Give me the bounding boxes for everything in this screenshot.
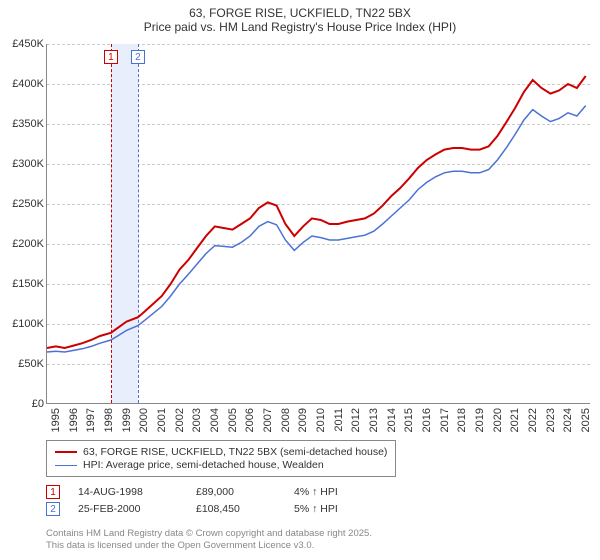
y-tick-label: £400K: [2, 78, 44, 90]
x-tick-label: 2019: [474, 408, 486, 432]
x-tick-label: 2004: [209, 408, 221, 432]
y-tick-label: £450K: [2, 38, 44, 50]
legend-swatch: [55, 465, 77, 466]
x-tick-label: 2015: [403, 408, 415, 432]
event-row: 1 14-AUG-1998 £89,000 4% ↑ HPI: [46, 485, 384, 499]
event-pct: 5% ↑ HPI: [294, 503, 384, 515]
legend-label: 63, FORGE RISE, UCKFIELD, TN22 5BX (semi…: [83, 446, 387, 458]
x-tick-label: 2025: [580, 408, 592, 432]
x-tick-label: 2012: [350, 408, 362, 432]
x-tick-label: 2013: [368, 408, 380, 432]
y-tick-label: £150K: [2, 278, 44, 290]
y-tick-label: £250K: [2, 198, 44, 210]
y-tick-label: £350K: [2, 118, 44, 130]
event-date: 25-FEB-2000: [78, 503, 178, 515]
y-tick-label: £200K: [2, 238, 44, 250]
title-subtitle: Price paid vs. HM Land Registry's House …: [0, 20, 600, 34]
event-number-box: 1: [46, 485, 60, 499]
legend-label: HPI: Average price, semi-detached house,…: [83, 459, 324, 471]
chart-container: 63, FORGE RISE, UCKFIELD, TN22 5BX Price…: [0, 0, 600, 560]
x-tick-label: 2008: [280, 408, 292, 432]
x-tick-label: 2006: [244, 408, 256, 432]
x-tick-label: 2021: [509, 408, 521, 432]
footer-line2: This data is licensed under the Open Gov…: [46, 540, 372, 552]
x-tick-label: 2020: [492, 408, 504, 432]
y-tick-label: £100K: [2, 318, 44, 330]
x-tick-label: 2016: [421, 408, 433, 432]
title-address: 63, FORGE RISE, UCKFIELD, TN22 5BX: [0, 6, 600, 20]
legend-item: 63, FORGE RISE, UCKFIELD, TN22 5BX (semi…: [55, 446, 387, 458]
x-tick-label: 2017: [439, 408, 451, 432]
x-tick-label: 2010: [315, 408, 327, 432]
event-price: £89,000: [196, 486, 276, 498]
title-block: 63, FORGE RISE, UCKFIELD, TN22 5BX Price…: [0, 0, 600, 34]
x-tick-label: 1995: [50, 408, 62, 432]
event-price: £108,450: [196, 503, 276, 515]
event-row: 2 25-FEB-2000 £108,450 5% ↑ HPI: [46, 502, 384, 516]
y-tick-label: £0: [2, 398, 44, 410]
footer-line1: Contains HM Land Registry data © Crown c…: [46, 528, 372, 540]
x-tick-label: 2003: [191, 408, 203, 432]
x-tick-label: 2009: [297, 408, 309, 432]
x-tick-label: 1996: [68, 408, 80, 432]
x-tick-label: 2007: [262, 408, 274, 432]
legend: 63, FORGE RISE, UCKFIELD, TN22 5BX (semi…: [46, 440, 396, 477]
y-tick-label: £300K: [2, 158, 44, 170]
x-tick-label: 2002: [174, 408, 186, 432]
x-tick-label: 2000: [138, 408, 150, 432]
x-tick-label: 2005: [227, 408, 239, 432]
events-table: 1 14-AUG-1998 £89,000 4% ↑ HPI 2 25-FEB-2000 £…: [46, 482, 384, 519]
x-tick-label: 2022: [527, 408, 539, 432]
legend-item: HPI: Average price, semi-detached house,…: [55, 459, 387, 471]
x-tick-label: 2014: [386, 408, 398, 432]
x-tick-label: 2023: [545, 408, 557, 432]
line-series: [47, 44, 590, 403]
x-tick-label: 2011: [333, 408, 345, 432]
y-tick-label: £50K: [2, 358, 44, 370]
event-date: 14-AUG-1998: [78, 486, 178, 498]
x-tick-label: 1999: [121, 408, 133, 432]
series-line: [47, 106, 586, 352]
x-tick-label: 1997: [85, 408, 97, 432]
plot-area: 12: [46, 44, 590, 404]
x-tick-label: 1998: [103, 408, 115, 432]
legend-swatch: [55, 451, 77, 453]
series-line: [47, 76, 586, 348]
x-tick-label: 2001: [156, 408, 168, 432]
event-pct: 4% ↑ HPI: [294, 486, 384, 498]
x-tick-label: 2024: [562, 408, 574, 432]
x-tick-label: 2018: [456, 408, 468, 432]
footer-attribution: Contains HM Land Registry data © Crown c…: [46, 528, 372, 553]
event-number-box: 2: [46, 502, 60, 516]
